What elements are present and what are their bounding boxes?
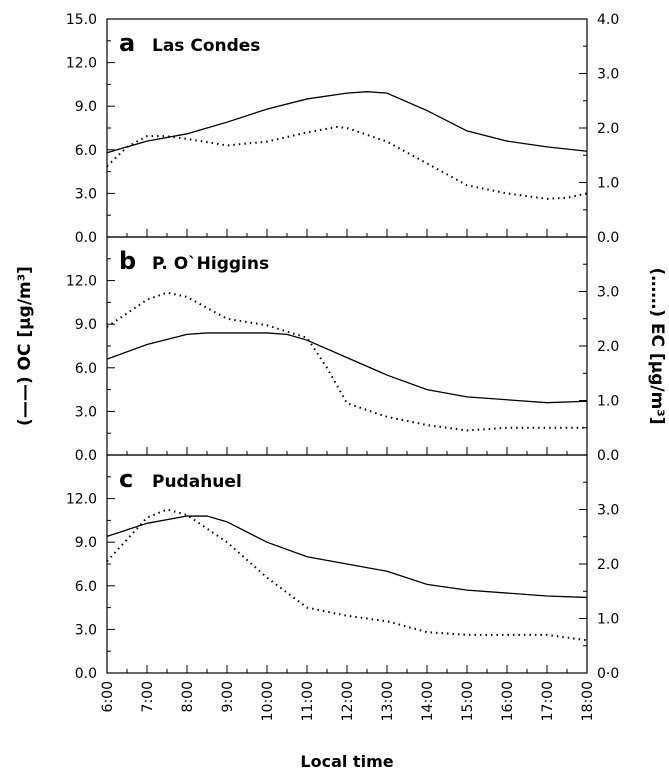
y2-tick-label: 1.0 [597, 176, 619, 192]
y2-tick-label: 2.0 [597, 557, 619, 573]
x-tick-label: 8:00 [180, 681, 196, 712]
x-tick-label: 7:00 [140, 681, 156, 712]
y2-tick-label: 1.0 [597, 612, 619, 628]
y2-tick-label: 0·0 [597, 666, 619, 682]
y-tick-label: 9.0 [75, 99, 97, 115]
y-tick-label: 15.0 [66, 12, 97, 28]
x-tick-label: 17:00 [540, 681, 556, 721]
data-line [106, 291, 587, 432]
y2-axis-label: (……) EC [µg/m³] [647, 267, 667, 424]
data-line [106, 515, 588, 599]
y-tick-label: 6.0 [75, 361, 97, 377]
y2-tick-label: 1.0 [597, 394, 619, 410]
x-tick-label: 18:00 [580, 681, 596, 721]
x-axis-label: Local time [300, 752, 393, 771]
y2-tick-label: 0.0 [597, 230, 619, 246]
y2-tick-label: 3.0 [597, 67, 619, 83]
panel-title: P. O`Higgins [152, 254, 269, 274]
x-tick-label: 10:00 [260, 681, 276, 721]
x-tick-label: 6:00 [100, 681, 116, 712]
y-tick-label: 9.0 [75, 535, 97, 551]
x-tick-label: 11:00 [300, 681, 316, 721]
y-tick-label: 12.0 [66, 492, 97, 508]
y-tick-label: 12.0 [66, 56, 97, 72]
data-line [106, 508, 588, 642]
y-tick-label: 3.0 [75, 622, 97, 638]
y-axis-label: (——) OC [µg/m³] [15, 266, 35, 426]
data-line [106, 332, 588, 404]
panel-title: Pudahuel [152, 472, 242, 492]
panel-title: Las Condes [152, 36, 260, 56]
x-tick-label: 16:00 [500, 681, 516, 721]
y-tick-label: 3.0 [75, 404, 97, 420]
y-tick-label: 0.0 [75, 230, 97, 246]
y2-tick-label: 2.0 [597, 339, 619, 355]
y-tick-label: 0.0 [75, 448, 97, 464]
panel-label: b [119, 247, 136, 275]
y2-tick-label: 3.0 [597, 285, 619, 301]
data-line [106, 91, 588, 154]
data-line [106, 125, 588, 200]
panel-label: c [119, 465, 133, 493]
y-tick-label: 0.0 [75, 666, 97, 682]
x-tick-label: 9:00 [220, 681, 236, 712]
panel-label: a [119, 29, 135, 57]
x-tick-label: 12:00 [340, 681, 356, 721]
y-tick-label: 6.0 [75, 579, 97, 595]
y2-tick-label: 4.0 [597, 12, 619, 28]
y2-tick-label: 3.0 [597, 503, 619, 519]
y-tick-label: 9.0 [75, 317, 97, 333]
y-tick-label: 12.0 [66, 274, 97, 290]
x-tick-label: 13:00 [380, 681, 396, 721]
x-tick-label: 14:00 [420, 681, 436, 721]
x-tick-label: 15:00 [460, 681, 476, 721]
y2-tick-label: 2.0 [597, 121, 619, 137]
y-tick-label: 3.0 [75, 186, 97, 202]
y2-tick-label: 0.0 [597, 448, 619, 464]
y-tick-label: 6.0 [75, 143, 97, 159]
